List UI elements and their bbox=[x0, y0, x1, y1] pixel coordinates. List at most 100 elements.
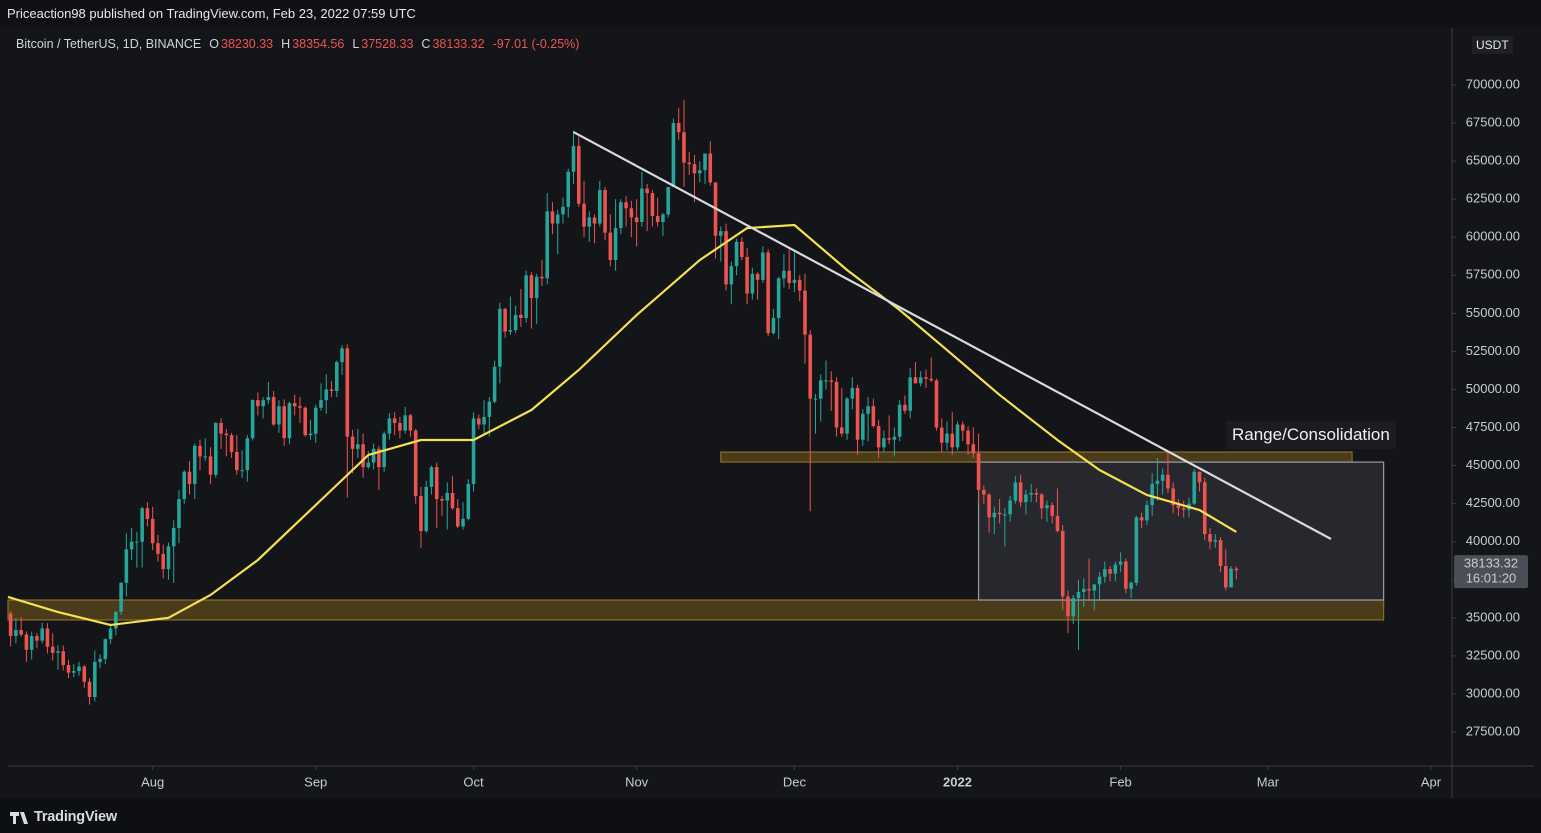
candle-body bbox=[629, 208, 634, 218]
candle-body bbox=[550, 211, 555, 224]
candle-body bbox=[129, 541, 134, 550]
candle-body bbox=[1045, 505, 1049, 509]
ohlc-value: 37528.33 bbox=[361, 37, 414, 51]
time-axis bbox=[8, 766, 1534, 798]
x-tick-label: Nov bbox=[625, 774, 649, 789]
candle-body bbox=[192, 445, 197, 484]
logo bbox=[10, 812, 28, 824]
candle-body bbox=[1155, 480, 1160, 484]
y-tick-label: 40000.00 bbox=[1466, 533, 1520, 548]
candle-body bbox=[240, 470, 244, 472]
top-bar bbox=[0, 0, 1541, 27]
x-tick-label: Mar bbox=[1257, 774, 1280, 789]
candle-body bbox=[876, 426, 881, 448]
candle-body bbox=[1129, 582, 1133, 589]
candle-body bbox=[1018, 482, 1023, 503]
candle-body bbox=[413, 430, 418, 497]
candle-body bbox=[803, 290, 807, 335]
footer-brand[interactable]: TradingView bbox=[34, 809, 117, 825]
candle-body bbox=[1039, 494, 1044, 509]
candle-body bbox=[1113, 564, 1118, 574]
candle-body bbox=[445, 492, 450, 501]
candle-body bbox=[198, 445, 202, 457]
candle-body bbox=[866, 406, 870, 414]
publisher-line: Priceaction98 published on TradingView.c… bbox=[7, 6, 416, 21]
y-tick-label: 57500.00 bbox=[1466, 267, 1520, 282]
candle-body bbox=[66, 665, 71, 673]
candle-body bbox=[703, 153, 707, 171]
candle-body bbox=[692, 164, 697, 174]
range-box bbox=[977, 461, 1385, 601]
candle-body bbox=[1234, 568, 1239, 571]
candle-body bbox=[766, 252, 770, 334]
overlays bbox=[7, 131, 1332, 627]
candle-body bbox=[471, 418, 476, 484]
candle-body bbox=[1145, 505, 1149, 521]
candle-body bbox=[1229, 568, 1233, 588]
price-axis bbox=[1452, 28, 1534, 766]
candle-body bbox=[455, 508, 460, 527]
candle-body bbox=[792, 279, 797, 283]
candle-body bbox=[40, 628, 44, 641]
candle-body bbox=[960, 424, 965, 431]
candle-body bbox=[156, 543, 160, 554]
candle-body bbox=[613, 228, 618, 261]
candle-body bbox=[892, 436, 897, 440]
candle-body bbox=[282, 406, 286, 439]
candle-body bbox=[971, 444, 976, 454]
x-tick-label: Oct bbox=[463, 774, 484, 789]
candle-body bbox=[398, 422, 402, 431]
candle-body bbox=[292, 403, 297, 407]
currency-label[interactable]: USDT bbox=[1472, 36, 1513, 54]
change: -97.01 (-0.25%) bbox=[492, 37, 580, 51]
axes: 27500.0030000.0032500.0035000.0037500.00… bbox=[141, 76, 1528, 789]
y-tick-label: 67500.00 bbox=[1466, 114, 1520, 129]
candle-body bbox=[377, 448, 381, 468]
candle-body bbox=[187, 471, 192, 484]
y-tick-label: 35000.00 bbox=[1466, 609, 1520, 624]
candle-body bbox=[108, 628, 113, 640]
candle-body bbox=[987, 494, 991, 518]
y-tick-label: 55000.00 bbox=[1466, 305, 1520, 320]
moving-average bbox=[7, 223, 1237, 627]
candle-body bbox=[839, 427, 844, 434]
candle-body bbox=[776, 278, 781, 318]
annotation: Range/Consolidation bbox=[1226, 421, 1396, 449]
candle-body bbox=[261, 400, 265, 407]
candle-body bbox=[103, 639, 108, 659]
candle-body bbox=[782, 270, 786, 279]
candle-body bbox=[666, 186, 670, 215]
y-tick-label: 65000.00 bbox=[1466, 153, 1520, 168]
candle-body bbox=[329, 389, 334, 391]
candle-body bbox=[466, 483, 471, 519]
y-tick-label: 47500.00 bbox=[1466, 419, 1520, 434]
candle-body bbox=[976, 453, 981, 490]
candle-body bbox=[540, 276, 544, 279]
candle-body bbox=[787, 270, 791, 283]
candle-body bbox=[1024, 494, 1028, 503]
candle-body bbox=[929, 378, 934, 381]
candle-body bbox=[561, 206, 565, 215]
candle-body bbox=[440, 499, 444, 501]
candle-body bbox=[724, 231, 728, 285]
ohlc-value: 38133.32 bbox=[432, 37, 485, 51]
candle-body bbox=[813, 398, 818, 400]
candle-body bbox=[277, 406, 281, 425]
candle-body bbox=[1213, 540, 1218, 542]
candle-body bbox=[182, 471, 187, 500]
candle-body bbox=[1029, 492, 1033, 495]
candle-body bbox=[871, 406, 876, 427]
candle-body bbox=[997, 512, 1002, 515]
countdown: 16:01:20 bbox=[1466, 571, 1517, 586]
candle-body bbox=[534, 276, 539, 299]
candle-body bbox=[1181, 508, 1186, 510]
candle-body bbox=[450, 492, 455, 509]
candle-body bbox=[555, 214, 560, 224]
candle-body bbox=[408, 415, 413, 431]
candle-body bbox=[761, 252, 765, 280]
candle-body bbox=[918, 377, 923, 384]
candle-body bbox=[135, 541, 139, 543]
candle-body bbox=[566, 171, 571, 207]
candle-body bbox=[598, 190, 602, 224]
candle-body bbox=[992, 512, 997, 518]
